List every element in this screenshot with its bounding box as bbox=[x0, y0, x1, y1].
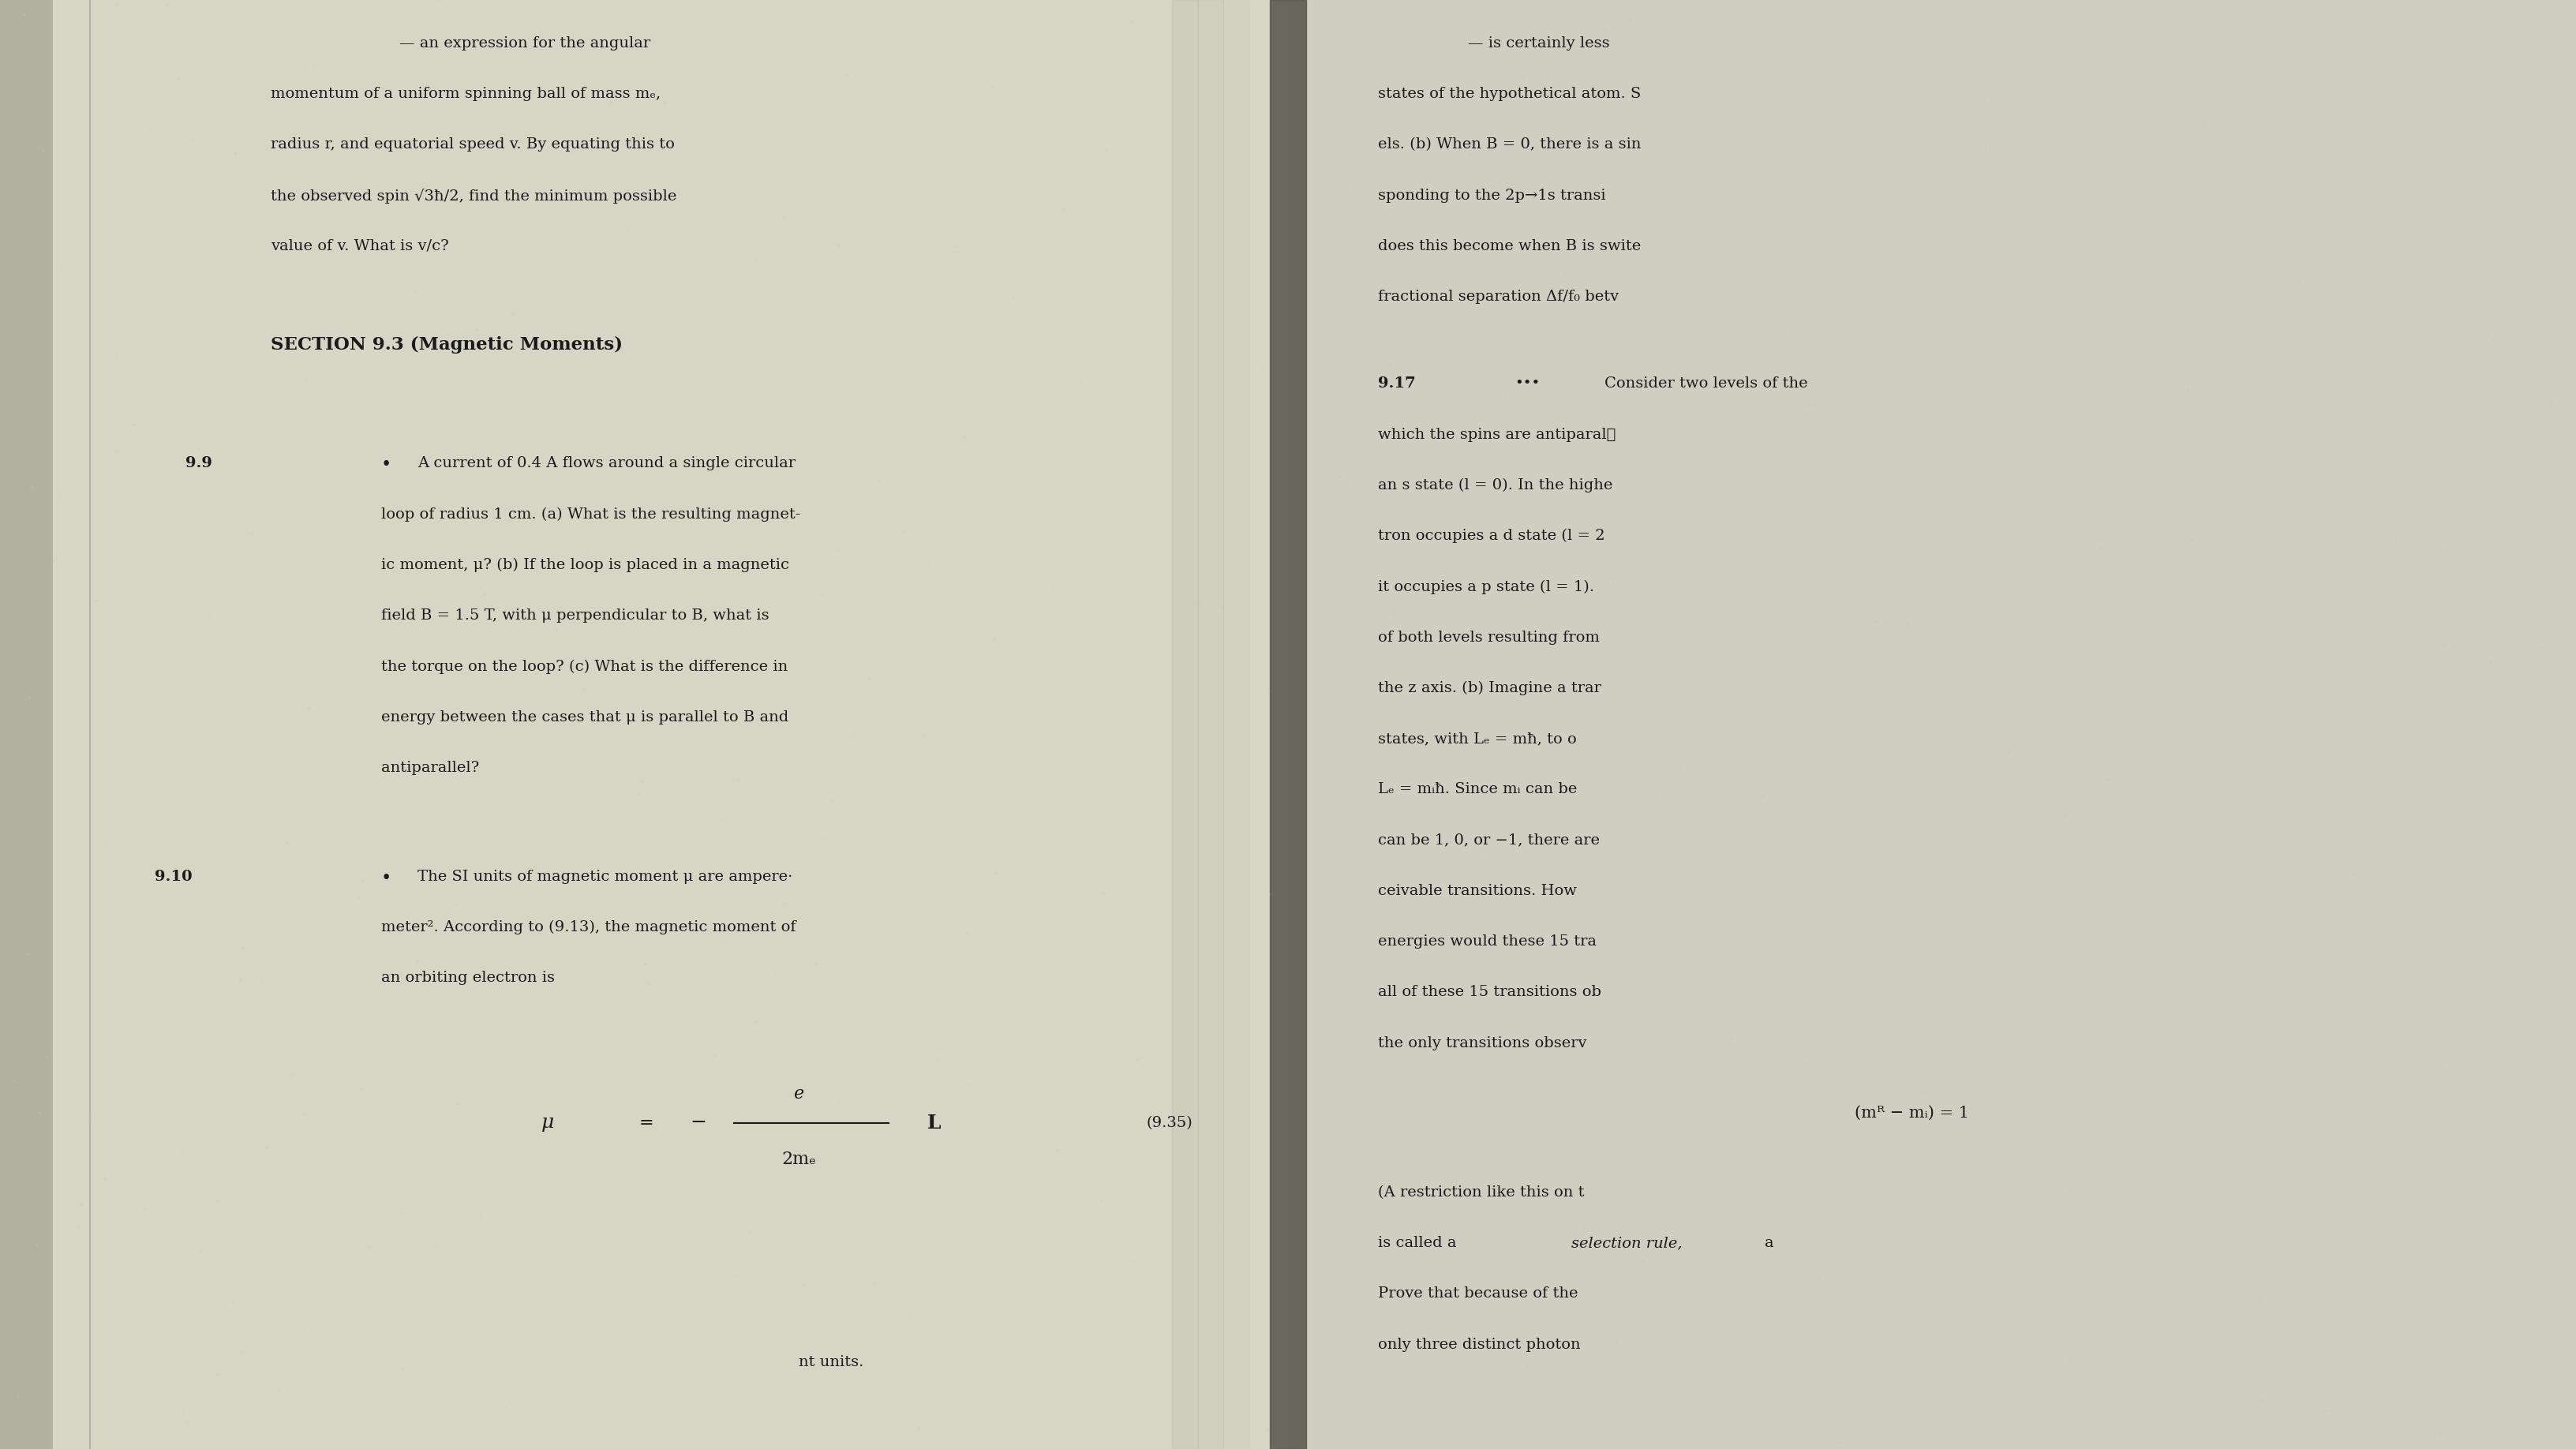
Bar bbox=[0, 0, 52, 1449]
Text: (mᴿ − mᵢ) = 1: (mᴿ − mᵢ) = 1 bbox=[1855, 1106, 1968, 1120]
Text: Prove that because of the: Prove that because of the bbox=[1378, 1287, 1579, 1301]
Text: momentum of a uniform spinning ball of mass mₑ,: momentum of a uniform spinning ball of m… bbox=[270, 87, 659, 101]
Text: the torque on the loop? (c) What is the difference in: the torque on the loop? (c) What is the … bbox=[381, 659, 788, 674]
Text: energy between the cases that μ is parallel to B and: energy between the cases that μ is paral… bbox=[381, 710, 788, 724]
Bar bbox=[1198, 0, 1224, 1449]
Text: — is certainly less: — is certainly less bbox=[1468, 36, 1610, 51]
Text: fractional separation Δf/f₀ betv: fractional separation Δf/f₀ betv bbox=[1378, 290, 1618, 304]
Text: a: a bbox=[1765, 1236, 1775, 1250]
Bar bbox=[1270, 0, 1306, 1449]
Text: only three distinct photon: only three distinct photon bbox=[1378, 1337, 1582, 1352]
Text: •••: ••• bbox=[1515, 377, 1540, 391]
Text: The SI units of magnetic moment μ are ampere·: The SI units of magnetic moment μ are am… bbox=[417, 869, 793, 884]
Text: e: e bbox=[793, 1085, 804, 1103]
Text: the z axis. (b) Imagine a trar: the z axis. (b) Imagine a trar bbox=[1378, 681, 1602, 696]
Text: (A restriction like this on t: (A restriction like this on t bbox=[1378, 1185, 1584, 1200]
Text: all of these 15 transitions ob: all of these 15 transitions ob bbox=[1378, 985, 1602, 1000]
Text: ceivable transitions. How: ceivable transitions. How bbox=[1378, 884, 1577, 898]
Text: μ: μ bbox=[541, 1114, 554, 1132]
Text: value of v. What is v/c?: value of v. What is v/c? bbox=[270, 239, 448, 254]
Text: •: • bbox=[381, 456, 392, 474]
Text: Lₑ = mᵢħ. Since mᵢ can be: Lₑ = mᵢħ. Since mᵢ can be bbox=[1378, 782, 1577, 797]
Text: els. (b) When B = 0, there is a sin: els. (b) When B = 0, there is a sin bbox=[1378, 138, 1641, 152]
Text: 9.10: 9.10 bbox=[155, 869, 193, 884]
Text: meter². According to (9.13), the magnetic moment of: meter². According to (9.13), the magneti… bbox=[381, 920, 796, 935]
Text: sponding to the 2p→1s transi: sponding to the 2p→1s transi bbox=[1378, 188, 1605, 203]
Text: energies would these 15 tra: energies would these 15 tra bbox=[1378, 935, 1597, 949]
Bar bbox=[1172, 0, 1198, 1449]
Text: which the spins are antiparalℓ: which the spins are antiparalℓ bbox=[1378, 427, 1615, 442]
Bar bbox=[1224, 0, 1249, 1449]
Text: is called a: is called a bbox=[1378, 1236, 1461, 1250]
Text: 9.17: 9.17 bbox=[1378, 377, 1417, 391]
Text: L: L bbox=[927, 1113, 940, 1133]
Text: A current of 0.4 A flows around a single circular: A current of 0.4 A flows around a single… bbox=[417, 456, 796, 471]
Text: (9.35): (9.35) bbox=[1146, 1116, 1193, 1130]
Text: =: = bbox=[639, 1114, 654, 1132]
Text: nt units.: nt units. bbox=[799, 1355, 863, 1369]
Text: selection rule,: selection rule, bbox=[1571, 1236, 1687, 1250]
Text: •: • bbox=[381, 869, 392, 887]
Bar bbox=[0, 0, 1288, 1449]
Bar bbox=[1288, 0, 2576, 1449]
Text: SECTION 9.3 (Magnetic Moments): SECTION 9.3 (Magnetic Moments) bbox=[270, 336, 623, 354]
Text: 2mₑ: 2mₑ bbox=[781, 1151, 817, 1168]
Text: of both levels resulting from: of both levels resulting from bbox=[1378, 630, 1600, 645]
Text: ic moment, μ? (b) If the loop is placed in a magnetic: ic moment, μ? (b) If the loop is placed … bbox=[381, 558, 788, 572]
Text: can be 1, 0, or −1, there are: can be 1, 0, or −1, there are bbox=[1378, 833, 1600, 848]
Text: an orbiting electron is: an orbiting electron is bbox=[381, 971, 554, 985]
Text: radius r, and equatorial speed v. By equating this to: radius r, and equatorial speed v. By equ… bbox=[270, 138, 675, 152]
Text: antiparallel?: antiparallel? bbox=[381, 761, 479, 775]
Text: states of the hypothetical atom. S: states of the hypothetical atom. S bbox=[1378, 87, 1641, 101]
Text: states, with Lₑ = mħ, to o: states, with Lₑ = mħ, to o bbox=[1378, 732, 1577, 746]
Text: Consider two levels of the: Consider two levels of the bbox=[1605, 377, 1808, 391]
Text: — an expression for the angular: — an expression for the angular bbox=[399, 36, 649, 51]
Text: does this become when B is swite: does this become when B is swite bbox=[1378, 239, 1641, 254]
Text: it occupies a p state (l = 1).: it occupies a p state (l = 1). bbox=[1378, 580, 1595, 594]
Text: the only transitions observ: the only transitions observ bbox=[1378, 1036, 1587, 1051]
Text: loop of radius 1 cm. (a) What is the resulting magnet-: loop of radius 1 cm. (a) What is the res… bbox=[381, 507, 801, 522]
Text: tron occupies a d state (l = 2: tron occupies a d state (l = 2 bbox=[1378, 529, 1605, 543]
Text: 9.9: 9.9 bbox=[185, 456, 211, 471]
Text: an s state (l = 0). In the highe: an s state (l = 0). In the highe bbox=[1378, 478, 1613, 493]
Text: the observed spin √3ħ/2, find the minimum possible: the observed spin √3ħ/2, find the minimu… bbox=[270, 188, 677, 203]
Text: −: − bbox=[690, 1114, 706, 1132]
Text: field B = 1.5 T, with μ perpendicular to B, what is: field B = 1.5 T, with μ perpendicular to… bbox=[381, 609, 770, 623]
